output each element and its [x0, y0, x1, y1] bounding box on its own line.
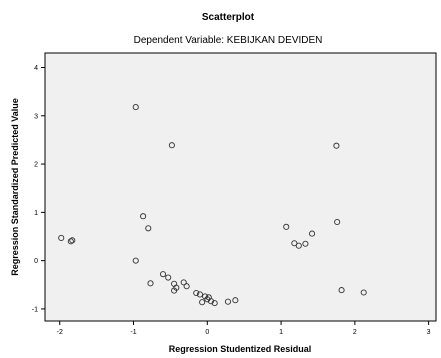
chart-subtitle: Dependent Variable: KEBIJKAN DEVIDEN — [134, 35, 323, 46]
y-tick-label: 4 — [34, 65, 38, 72]
scatter-point — [165, 274, 172, 281]
x-tick-label: 2 — [353, 329, 357, 336]
scatter-point — [196, 291, 203, 298]
scatter-point — [69, 237, 76, 244]
chart-title: Scatterplot — [202, 12, 255, 23]
scatter-point — [309, 230, 316, 237]
scatter-point — [302, 240, 309, 247]
scatter-point — [224, 298, 232, 305]
scatter-point — [180, 279, 187, 286]
data-points — [58, 104, 367, 307]
scatter-point — [207, 298, 215, 305]
y-tick-label: 1 — [34, 210, 38, 217]
plot-area — [44, 52, 437, 322]
scatter-point — [132, 104, 139, 111]
scatter-point — [360, 289, 367, 296]
x-tick-label: 1 — [279, 329, 283, 336]
x-tick-label: -1 — [130, 329, 136, 336]
y-axis-label: Regression Standardized Predicted Value — [10, 98, 20, 276]
scatter-point — [147, 280, 154, 287]
y-tick-label: 2 — [34, 162, 38, 169]
scatter-point — [334, 218, 341, 226]
scatter-point — [183, 283, 190, 290]
scatter-point — [199, 299, 206, 306]
scatter-point — [173, 284, 180, 291]
axis-ticks: -2 -1 0 1 2 3 -1 0 1 2 3 4 — [32, 65, 431, 336]
scatter-point — [168, 142, 175, 149]
scatter-point — [67, 238, 74, 245]
x-tick-label: 0 — [205, 329, 209, 336]
scatter-point — [193, 289, 200, 297]
scatter-point — [132, 257, 139, 264]
y-tick-label: -1 — [32, 306, 38, 313]
scatter-point — [204, 296, 211, 303]
scatter-point — [159, 271, 167, 278]
scatter-point — [295, 242, 302, 249]
scatter-point — [145, 225, 152, 232]
scatter-point — [140, 213, 147, 220]
x-tick-label: 3 — [427, 329, 431, 336]
scatter-point — [232, 297, 239, 304]
x-tick-label: -2 — [57, 329, 63, 336]
y-tick-label: 3 — [34, 113, 38, 120]
scatter-point — [58, 234, 65, 241]
scatter-point — [338, 287, 345, 294]
y-tick-label: 0 — [34, 258, 38, 265]
scatter-point — [333, 142, 340, 149]
scatter-point — [283, 223, 290, 230]
x-axis-label: Regression Studentized Residual — [169, 344, 312, 354]
scatter-point — [211, 300, 218, 307]
